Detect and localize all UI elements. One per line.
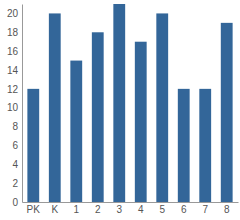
x-tick: 3	[116, 202, 122, 215]
y-tick-label: 10	[7, 102, 19, 113]
x-tick: 1	[73, 202, 79, 215]
chart: 02468101214161820PKK12345678	[0, 0, 240, 220]
x-tick: 2	[95, 202, 101, 215]
y-axis-line	[22, 5, 23, 203]
x-tick: PK	[27, 202, 41, 215]
x-tick-label: 1	[73, 204, 79, 215]
x-tick-label: 8	[224, 204, 230, 215]
y-tick: 10	[7, 102, 22, 113]
x-tick-label: 3	[116, 204, 122, 215]
y-tick-label: 8	[12, 121, 18, 132]
x-axis: PK K 1 2 3 4 5 6 7 8	[23, 202, 239, 215]
x-tick: 6	[181, 202, 187, 215]
x-tick-label: 2	[95, 204, 101, 215]
bar	[49, 13, 61, 202]
x-tick: 4	[138, 202, 144, 215]
y-axis: 0 2 4 6 8 10 12 14 16 18 20	[7, 5, 23, 208]
bar	[92, 32, 104, 202]
bar	[156, 13, 168, 202]
x-tick-label: 7	[202, 204, 208, 215]
bars	[27, 4, 232, 202]
y-tick: 14	[7, 65, 22, 76]
y-tick-label: 2	[12, 178, 18, 189]
x-tick-label: 6	[181, 204, 187, 215]
y-tick: 2	[12, 178, 22, 189]
x-tick-label: PK	[27, 204, 41, 215]
y-tick: 12	[7, 84, 22, 95]
x-axis-line	[23, 202, 239, 203]
x-tick-label: 4	[138, 204, 144, 215]
bar	[199, 89, 211, 202]
y-tick: 0	[12, 197, 22, 208]
bar	[178, 89, 190, 202]
bar	[135, 42, 147, 202]
y-tick-label: 4	[12, 159, 18, 170]
y-tick-label: 20	[7, 8, 19, 19]
y-tick-label: 0	[12, 197, 18, 208]
y-tick: 16	[7, 46, 22, 57]
y-tick-label: 12	[7, 84, 19, 95]
x-tick: 5	[159, 202, 165, 215]
bar	[70, 61, 82, 202]
y-tick: 8	[12, 121, 22, 132]
bar	[113, 4, 125, 202]
y-tick: 18	[7, 27, 22, 38]
x-tick: 8	[224, 202, 230, 215]
bar	[221, 23, 233, 202]
x-tick: K	[51, 202, 58, 215]
y-tick-label: 14	[7, 65, 19, 76]
plot: 02468101214161820PKK12345678	[7, 4, 239, 215]
y-tick: 6	[12, 140, 22, 151]
y-tick-label: 18	[7, 27, 19, 38]
x-tick: 7	[202, 202, 208, 215]
y-tick-label: 16	[7, 46, 19, 57]
y-tick: 20	[7, 8, 22, 19]
x-tick-label: 5	[159, 204, 165, 215]
y-tick: 4	[12, 159, 22, 170]
x-tick-label: K	[51, 204, 58, 215]
bar	[27, 89, 39, 202]
y-tick-label: 6	[12, 140, 18, 151]
